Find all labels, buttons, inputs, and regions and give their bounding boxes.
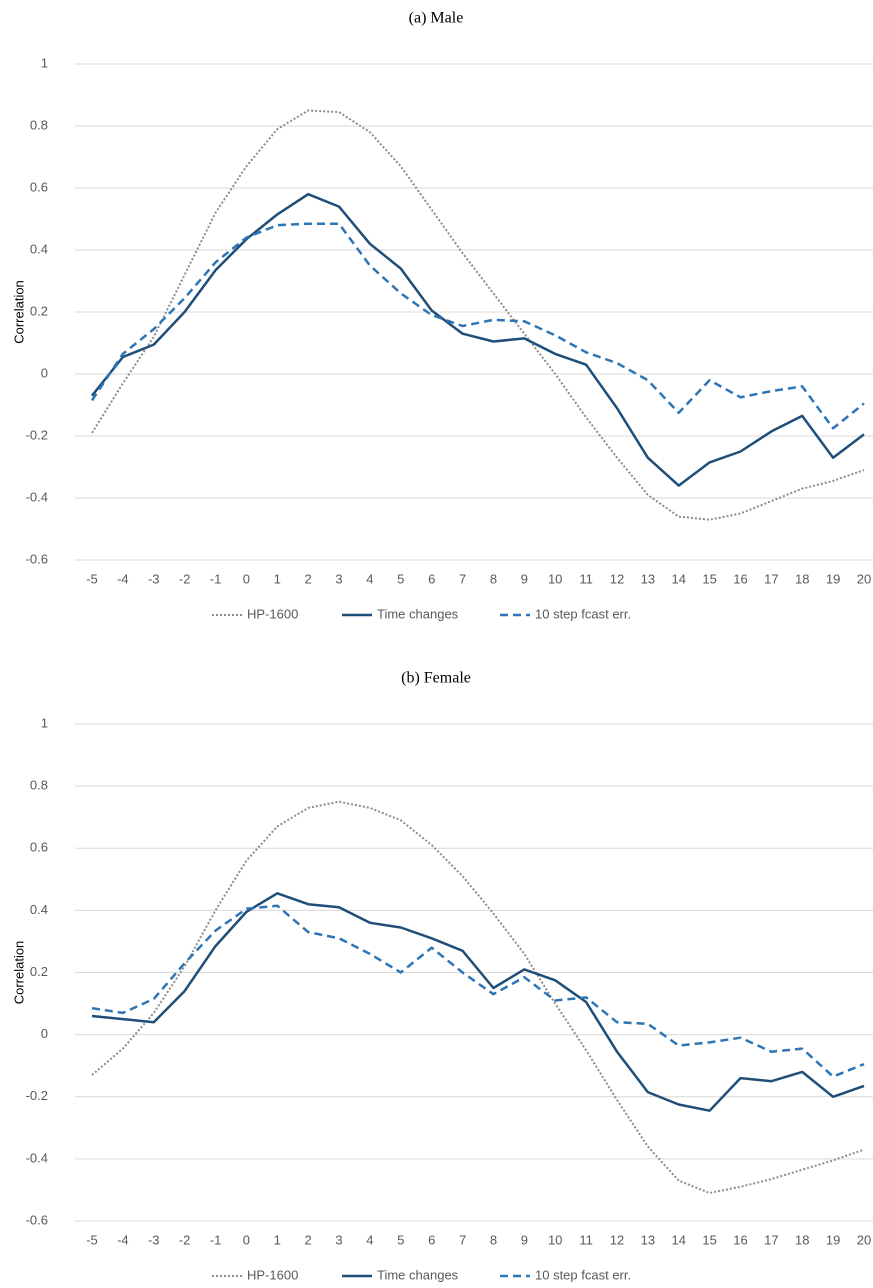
x-tick-label: 18 xyxy=(795,571,809,586)
x-tick-label: -3 xyxy=(148,571,160,586)
x-tick-label: 5 xyxy=(397,1232,404,1247)
x-tick-label: -2 xyxy=(179,571,191,586)
chart-title: (a) Male xyxy=(409,10,464,27)
x-tick-label: 14 xyxy=(671,571,685,586)
x-tick-label: 0 xyxy=(243,1232,250,1247)
y-tick-label: 0.6 xyxy=(30,840,48,855)
x-tick-label: 20 xyxy=(857,1232,871,1247)
y-tick-label: -0.2 xyxy=(26,1088,48,1103)
x-tick-label: 14 xyxy=(671,1232,685,1247)
y-tick-label: -0.6 xyxy=(26,551,48,566)
y-tick-label: 1 xyxy=(41,55,48,70)
x-tick-label: 11 xyxy=(579,1232,593,1247)
x-tick-label: 10 xyxy=(548,571,562,586)
x-tick-label: 12 xyxy=(610,571,624,586)
x-tick-label: 9 xyxy=(521,1232,528,1247)
y-tick-label: -0.4 xyxy=(26,1150,48,1165)
series-line xyxy=(91,892,865,1112)
x-tick-label: 3 xyxy=(335,1232,342,1247)
y-tick-label: 0 xyxy=(41,1026,48,1041)
legend-label: 10 step fcast err. xyxy=(535,1267,631,1282)
x-tick-label: 2 xyxy=(305,1232,312,1247)
x-tick-label: -4 xyxy=(117,571,129,586)
x-tick-label: 7 xyxy=(459,1232,466,1247)
x-tick-label: 6 xyxy=(428,571,435,586)
y-tick-label: 0.2 xyxy=(30,303,48,318)
x-tick-label: 19 xyxy=(826,1232,840,1247)
legend-label: HP-1600 xyxy=(247,1267,298,1282)
x-tick-label: 17 xyxy=(764,571,778,586)
x-tick-label: -4 xyxy=(117,1232,129,1247)
x-tick-label: 11 xyxy=(579,571,593,586)
x-tick-label: -1 xyxy=(210,1232,222,1247)
x-tick-label: 20 xyxy=(857,571,871,586)
x-tick-label: 8 xyxy=(490,1232,497,1247)
x-tick-label: 12 xyxy=(610,1232,624,1247)
x-tick-label: -5 xyxy=(86,1232,98,1247)
y-axis-label: Correlation xyxy=(11,941,26,1005)
x-tick-label: 4 xyxy=(366,1232,373,1247)
x-tick-label: 6 xyxy=(428,1232,435,1247)
series-line xyxy=(91,109,865,521)
x-tick-label: -3 xyxy=(148,1232,160,1247)
series-line xyxy=(90,222,865,430)
legend-label: 10 step fcast err. xyxy=(535,606,631,621)
x-tick-label: 13 xyxy=(641,1232,655,1247)
x-tick-label: 0 xyxy=(243,571,250,586)
x-tick-label: 4 xyxy=(366,571,373,586)
x-tick-label: 13 xyxy=(641,571,655,586)
x-tick-label: 7 xyxy=(459,571,466,586)
y-tick-label: -0.2 xyxy=(26,427,48,442)
x-tick-label: 5 xyxy=(397,571,404,586)
x-tick-label: 9 xyxy=(521,571,528,586)
y-tick-label: 0.8 xyxy=(30,117,48,132)
x-tick-label: -1 xyxy=(210,571,222,586)
x-tick-label: 15 xyxy=(702,1232,716,1247)
series-line xyxy=(91,904,865,1078)
y-tick-label: 0 xyxy=(41,365,48,380)
x-tick-label: 17 xyxy=(764,1232,778,1247)
x-tick-label: 18 xyxy=(795,1232,809,1247)
legend-label: Time changes xyxy=(377,606,459,621)
legend-label: HP-1600 xyxy=(247,606,298,621)
x-tick-label: 19 xyxy=(826,571,840,586)
x-tick-label: 16 xyxy=(733,1232,747,1247)
chart-title: (b) Female xyxy=(401,670,471,687)
series-line xyxy=(91,800,865,1194)
y-tick-label: 0.4 xyxy=(30,241,48,256)
y-tick-label: -0.4 xyxy=(26,489,48,504)
y-tick-label: 1 xyxy=(41,715,48,730)
x-tick-label: 1 xyxy=(274,571,281,586)
y-tick-label: 0.6 xyxy=(30,179,48,194)
x-tick-label: 16 xyxy=(733,571,747,586)
x-tick-label: 2 xyxy=(305,571,312,586)
x-tick-label: 3 xyxy=(335,571,342,586)
x-tick-label: 8 xyxy=(490,571,497,586)
x-tick-label: 15 xyxy=(702,571,716,586)
y-tick-label: 0.4 xyxy=(30,902,48,917)
y-tick-label: 0.8 xyxy=(30,778,48,793)
x-tick-label: 10 xyxy=(548,1232,562,1247)
x-tick-label: -2 xyxy=(179,1232,191,1247)
x-tick-label: 1 xyxy=(274,1232,281,1247)
series-line xyxy=(91,192,865,487)
y-tick-label: 0.2 xyxy=(30,964,48,979)
y-axis-label: Correlation xyxy=(11,280,26,344)
x-tick-label: -5 xyxy=(86,571,98,586)
y-tick-label: -0.6 xyxy=(26,1212,48,1227)
legend-label: Time changes xyxy=(377,1267,459,1282)
